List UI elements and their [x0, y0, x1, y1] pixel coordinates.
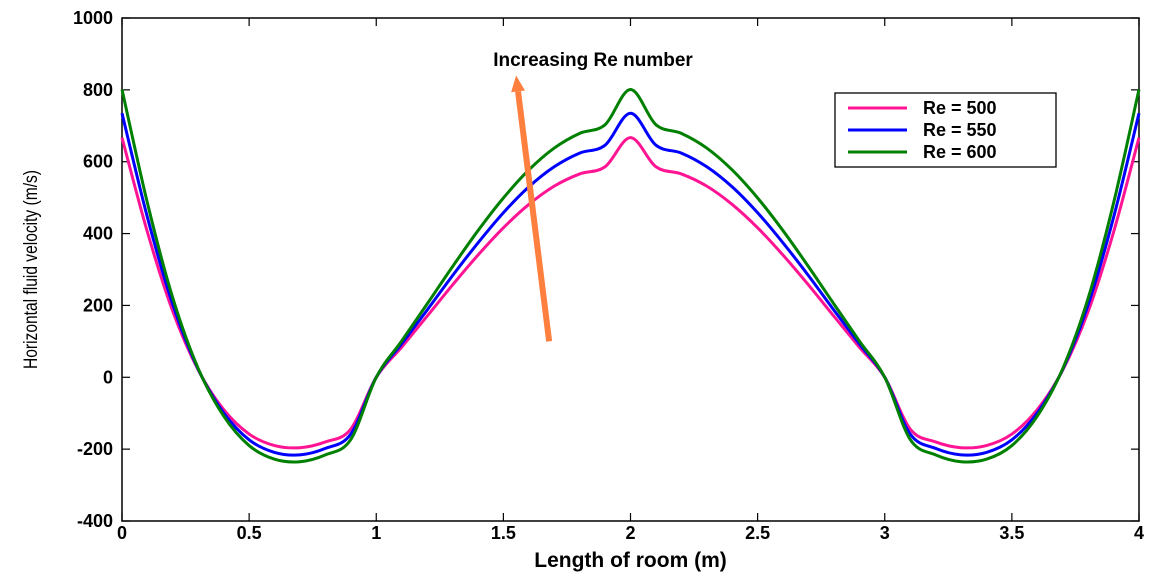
y-tick-label: -200 — [77, 439, 113, 459]
x-tick-label: 3.5 — [999, 523, 1024, 543]
x-axis-label: Length of room (m) — [534, 549, 726, 572]
x-tick-label: 0 — [117, 523, 127, 543]
x-tick-label: 1 — [371, 523, 381, 543]
axis-ticks: 0 0.5 1 1.5 2 2.5 3 3.5 4 -400 -200 0 200 400 600 800 10… — [73, 8, 1144, 543]
x-tick-label: 3 — [880, 523, 890, 543]
series-line-1 — [120, 136, 1141, 450]
x-tick-label: 2.5 — [745, 523, 770, 543]
x-tick-label: 4 — [1134, 523, 1144, 543]
y-tick-label: 800 — [83, 80, 113, 100]
y-tick-label: -400 — [77, 511, 113, 531]
x-tick-label: 1.5 — [491, 523, 516, 543]
annotation-arrow-head — [511, 75, 526, 93]
series-line-3 — [120, 88, 1141, 464]
y-tick-label: 1000 — [73, 8, 113, 28]
legend-label-2: Re = 550 — [923, 120, 997, 140]
series-line-2 — [120, 111, 1141, 457]
legend-label-3: Re = 600 — [923, 142, 997, 162]
series-group — [120, 88, 1141, 464]
y-tick-label: 0 — [103, 367, 113, 387]
y-tick-label: 600 — [83, 152, 113, 172]
annotation-text: Increasing Re number — [493, 50, 693, 71]
y-tick-label: 400 — [83, 224, 113, 244]
annotation-arrow-shaft — [515, 90, 553, 342]
legend-label-1: Re = 500 — [923, 98, 997, 118]
y-tick-label: 200 — [83, 295, 113, 315]
x-tick-label: 2 — [625, 523, 635, 543]
x-tick-label: 0.5 — [237, 523, 262, 543]
annotation-group: Increasing Re number — [493, 50, 693, 342]
y-axis-label: Horizontal fluid velocity (m/s) — [20, 170, 42, 369]
